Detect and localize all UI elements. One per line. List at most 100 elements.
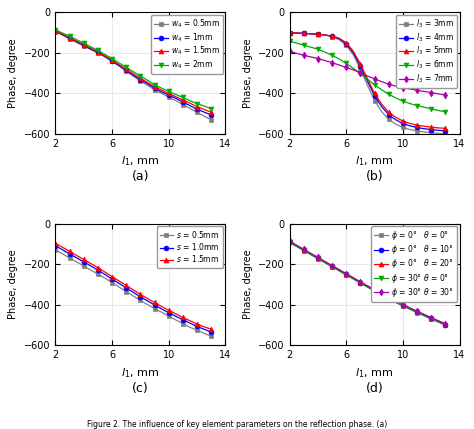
$\phi$ = 30° $\theta$ = 30° bbox=[308, 251, 314, 256]
$l_3$ = 5mm bbox=[407, 121, 413, 126]
$w_4$ = 1.5mm bbox=[81, 42, 87, 47]
$s$ = 0.5mm bbox=[60, 251, 65, 257]
$s$ = 0.5mm bbox=[137, 298, 143, 303]
$s$ = 1.0mm bbox=[145, 298, 150, 303]
$l_3$ = 3mm bbox=[414, 128, 420, 133]
$s$ = 1.5mm bbox=[53, 241, 58, 246]
$l_3$ = 3mm bbox=[400, 125, 406, 130]
$s$ = 0.5mm bbox=[67, 255, 73, 260]
$w_4$ = 1mm bbox=[116, 63, 122, 68]
$l_3$ = 7mm bbox=[379, 79, 384, 84]
$\phi$ = 0°   $\theta$ = 10° bbox=[350, 276, 356, 281]
$w_4$ = 2mm bbox=[145, 78, 150, 83]
$w_4$ = 1mm bbox=[130, 73, 136, 78]
$s$ = 0.5mm bbox=[53, 247, 58, 252]
$\phi$ = 30° $\theta$ = 30° bbox=[301, 247, 307, 252]
$w_4$ = 1.5mm bbox=[95, 49, 100, 54]
$w_4$ = 2mm bbox=[159, 86, 164, 91]
$w_4$ = 1mm bbox=[102, 54, 108, 59]
$s$ = 1.5mm bbox=[74, 253, 80, 258]
$l_3$ = 5mm bbox=[329, 33, 335, 39]
$\phi$ = 30° $\theta$ = 0° bbox=[301, 248, 307, 253]
$\phi$ = 30° $\theta$ = 0° bbox=[436, 319, 441, 324]
$w_4$ = 0.5mm bbox=[159, 91, 164, 96]
$w_4$ = 1.5mm bbox=[67, 35, 73, 40]
$l_3$ = 5mm bbox=[357, 61, 363, 66]
$l_3$ = 3mm bbox=[329, 34, 335, 39]
$\phi$ = 30° $\theta$ = 0° bbox=[294, 244, 300, 249]
$s$ = 1.0mm bbox=[123, 285, 129, 290]
$s$ = 1.5mm bbox=[102, 269, 108, 275]
$w_4$ = 1mm bbox=[159, 89, 164, 94]
$w_4$ = 0.5mm bbox=[208, 117, 214, 122]
$\phi$ = 0°   $\theta$ = 20° bbox=[421, 312, 427, 317]
$w_4$ = 2mm bbox=[194, 101, 200, 106]
$l_3$ = 4mm bbox=[365, 79, 370, 84]
$w_4$ = 2mm bbox=[201, 103, 207, 109]
$w_4$ = 2mm bbox=[173, 92, 179, 97]
$l_3$ = 5mm bbox=[443, 126, 448, 131]
$\phi$ = 0°   $\theta$ = 0° bbox=[428, 317, 434, 322]
$l_3$ = 6mm bbox=[350, 66, 356, 71]
$\phi$ = 0°   $\theta$ = 0° bbox=[443, 323, 448, 328]
$l_3$ = 6mm bbox=[343, 61, 349, 66]
$l_3$ = 6mm bbox=[421, 105, 427, 110]
$s$ = 1.5mm bbox=[88, 261, 94, 266]
$l_3$ = 3mm bbox=[315, 32, 321, 37]
$w_4$ = 1mm bbox=[109, 58, 115, 63]
$w_4$ = 2mm bbox=[109, 56, 115, 61]
$w_4$ = 2mm bbox=[180, 95, 186, 100]
Line: $l_3$ = 7mm: $l_3$ = 7mm bbox=[287, 49, 448, 97]
$\phi$ = 0°   $\theta$ = 0° bbox=[294, 244, 300, 249]
$\phi$ = 30° $\theta$ = 30° bbox=[294, 243, 300, 248]
$\phi$ = 30° $\theta$ = 30° bbox=[350, 275, 356, 280]
$\phi$ = 0°   $\theta$ = 20° bbox=[343, 271, 349, 276]
$l_3$ = 4mm bbox=[393, 117, 399, 122]
$l_3$ = 6mm bbox=[443, 109, 448, 114]
$l_3$ = 4mm bbox=[350, 50, 356, 55]
$l_3$ = 6mm bbox=[322, 49, 328, 54]
$\phi$ = 30° $\theta$ = 30° bbox=[357, 279, 363, 284]
$\phi$ = 0°   $\theta$ = 10° bbox=[393, 299, 399, 305]
$s$ = 0.5mm bbox=[130, 293, 136, 299]
$s$ = 1.0mm bbox=[166, 310, 172, 315]
$\phi$ = 30° $\theta$ = 30° bbox=[436, 318, 441, 323]
$\phi$ = 0°   $\theta$ = 20° bbox=[428, 315, 434, 320]
$w_4$ = 0.5mm bbox=[180, 102, 186, 107]
$l_3$ = 5mm bbox=[350, 48, 356, 54]
$l_3$ = 4mm bbox=[343, 41, 349, 46]
$w_4$ = 2mm bbox=[123, 64, 129, 69]
$l_3$ = 6mm bbox=[428, 106, 434, 112]
Text: Figure 2. The influence of key element parameters on the reflection phase. (a): Figure 2. The influence of key element p… bbox=[87, 420, 387, 429]
$w_4$ = 1.5mm bbox=[137, 76, 143, 81]
$\phi$ = 0°   $\theta$ = 10° bbox=[407, 306, 413, 311]
$\phi$ = 0°   $\theta$ = 10° bbox=[294, 244, 300, 249]
$l_3$ = 4mm bbox=[301, 31, 307, 36]
$l_3$ = 3mm bbox=[379, 109, 384, 114]
$w_4$ = 0.5mm bbox=[60, 33, 65, 38]
Y-axis label: Phase, degree: Phase, degree bbox=[9, 38, 18, 108]
$l_3$ = 3mm bbox=[436, 131, 441, 136]
$l_3$ = 4mm bbox=[379, 104, 384, 109]
$s$ = 0.5mm bbox=[109, 280, 115, 285]
$w_4$ = 0.5mm bbox=[187, 106, 193, 111]
$\phi$ = 30° $\theta$ = 0° bbox=[357, 280, 363, 285]
$l_3$ = 7mm bbox=[407, 86, 413, 91]
$\phi$ = 30° $\theta$ = 0° bbox=[400, 303, 406, 308]
$\phi$ = 30° $\theta$ = 0° bbox=[322, 260, 328, 265]
$s$ = 1.0mm bbox=[102, 272, 108, 277]
$s$ = 0.5mm bbox=[152, 306, 157, 311]
$s$ = 0.5mm bbox=[159, 310, 164, 315]
$l_3$ = 7mm bbox=[308, 54, 314, 60]
$w_4$ = 0.5mm bbox=[95, 50, 100, 55]
$w_4$ = 1.5mm bbox=[53, 28, 58, 33]
$\phi$ = 0°   $\theta$ = 20° bbox=[337, 267, 342, 272]
$\phi$ = 30° $\theta$ = 0° bbox=[421, 313, 427, 318]
$s$ = 1.0mm bbox=[187, 320, 193, 326]
$\phi$ = 30° $\theta$ = 0° bbox=[315, 256, 321, 261]
$w_4$ = 1mm bbox=[166, 93, 172, 98]
$w_4$ = 1.5mm bbox=[123, 66, 129, 72]
$l_3$ = 6mm bbox=[414, 103, 420, 108]
$\phi$ = 30° $\theta$ = 30° bbox=[443, 321, 448, 326]
$l_3$ = 4mm bbox=[400, 121, 406, 126]
